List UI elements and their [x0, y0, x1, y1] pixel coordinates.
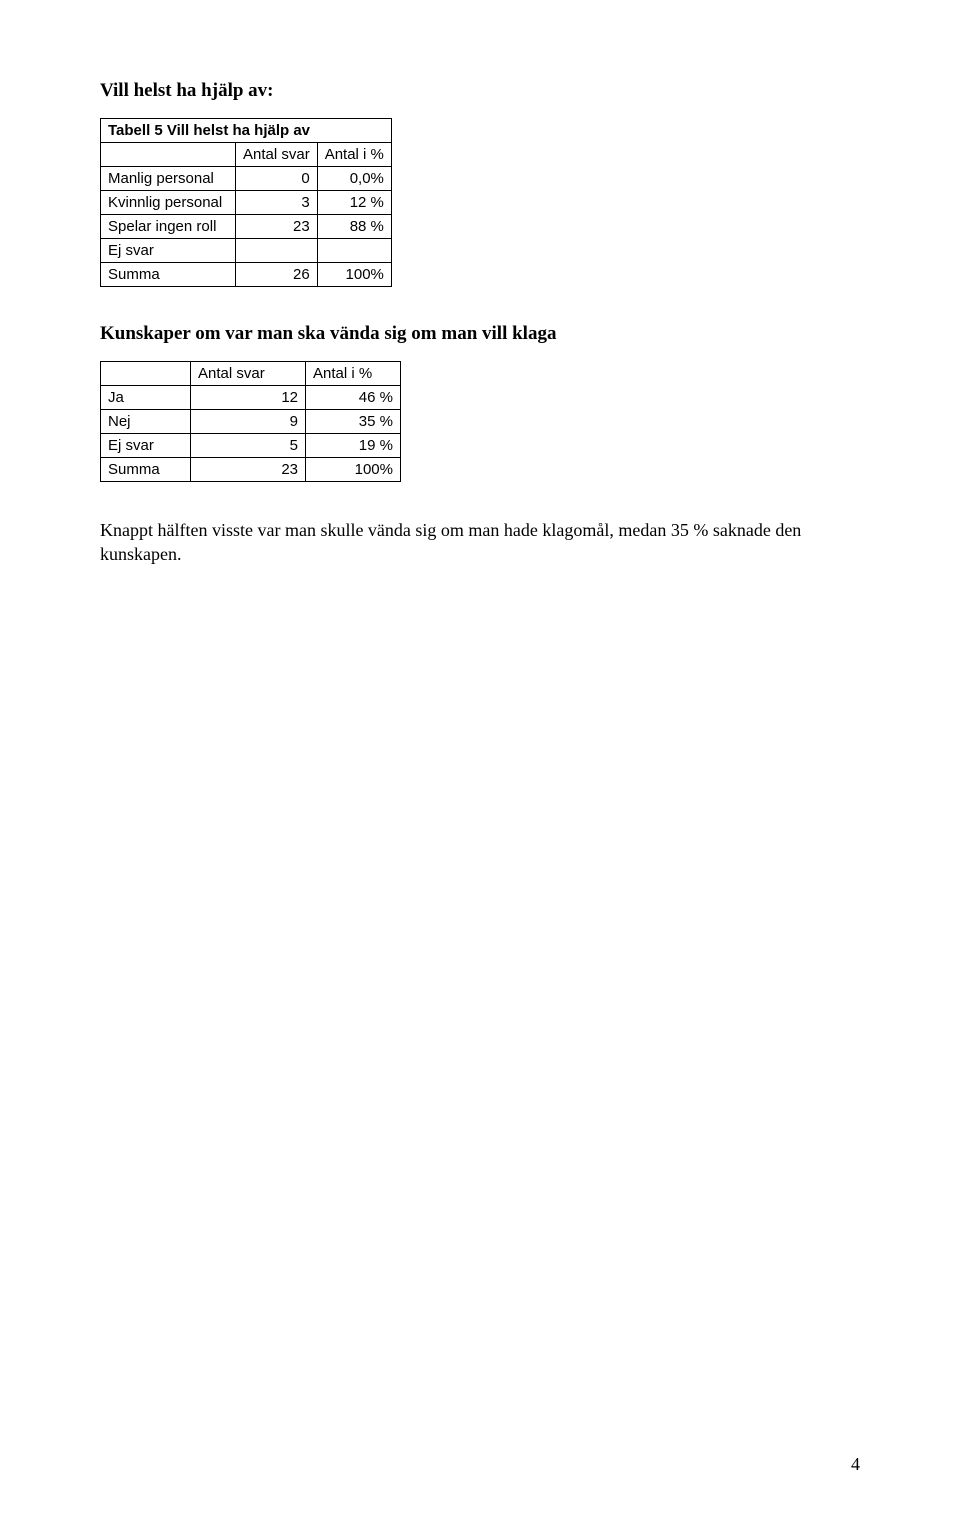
table-row: Summa 26 100% — [101, 263, 392, 287]
table-cell — [317, 239, 391, 263]
table-cell: 26 — [236, 263, 318, 287]
paragraph: Knappt hälften visste var man skulle vän… — [100, 518, 860, 567]
table-2: Antal svar Antal i % Ja 12 46 % Nej 9 35… — [100, 361, 401, 482]
table-cell: 0,0% — [317, 167, 391, 191]
table-1: Tabell 5 Vill helst ha hjälp av Antal sv… — [100, 118, 392, 287]
table-cell: Spelar ingen roll — [101, 215, 236, 239]
table-cell: 23 — [191, 458, 306, 482]
table-cell: 46 % — [306, 386, 401, 410]
table-row: Nej 9 35 % — [101, 410, 401, 434]
table-cell: Manlig personal — [101, 167, 236, 191]
heading-2: Kunskaper om var man ska vända sig om ma… — [100, 323, 860, 345]
table-row: Tabell 5 Vill helst ha hjälp av — [101, 119, 392, 143]
page: Vill helst ha hjälp av: Tabell 5 Vill he… — [0, 0, 960, 1515]
table-cell: Summa — [101, 458, 191, 482]
table-header-cell: Antal i % — [306, 362, 401, 386]
heading-1: Vill helst ha hjälp av: — [100, 80, 860, 102]
table-cell: 9 — [191, 410, 306, 434]
table-header-cell — [101, 362, 191, 386]
table-row: Antal svar Antal i % — [101, 143, 392, 167]
table-row: Manlig personal 0 0,0% — [101, 167, 392, 191]
table-row: Ja 12 46 % — [101, 386, 401, 410]
table-cell: 100% — [306, 458, 401, 482]
table-cell: Ja — [101, 386, 191, 410]
table-row: Spelar ingen roll 23 88 % — [101, 215, 392, 239]
table-cell: Summa — [101, 263, 236, 287]
table-cell: Nej — [101, 410, 191, 434]
table-cell: 12 — [191, 386, 306, 410]
table-cell: 100% — [317, 263, 391, 287]
table-cell — [236, 239, 318, 263]
table-cell: 12 % — [317, 191, 391, 215]
table-row: Antal svar Antal i % — [101, 362, 401, 386]
table-header-cell: Antal svar — [191, 362, 306, 386]
table-cell: 3 — [236, 191, 318, 215]
table-row: Ej svar 5 19 % — [101, 434, 401, 458]
table-row: Ej svar — [101, 239, 392, 263]
page-number: 4 — [851, 1454, 860, 1475]
table-row: Kvinnlig personal 3 12 % — [101, 191, 392, 215]
table-header-cell — [101, 143, 236, 167]
table-caption: Tabell 5 Vill helst ha hjälp av — [101, 119, 392, 143]
table-cell: 23 — [236, 215, 318, 239]
table-cell: 88 % — [317, 215, 391, 239]
table-cell: Ej svar — [101, 434, 191, 458]
table-cell: Ej svar — [101, 239, 236, 263]
table-cell: 35 % — [306, 410, 401, 434]
table-cell: Kvinnlig personal — [101, 191, 236, 215]
table-header-cell: Antal svar — [236, 143, 318, 167]
table-cell: 19 % — [306, 434, 401, 458]
table-cell: 0 — [236, 167, 318, 191]
table-row: Summa 23 100% — [101, 458, 401, 482]
table-cell: 5 — [191, 434, 306, 458]
table-header-cell: Antal i % — [317, 143, 391, 167]
